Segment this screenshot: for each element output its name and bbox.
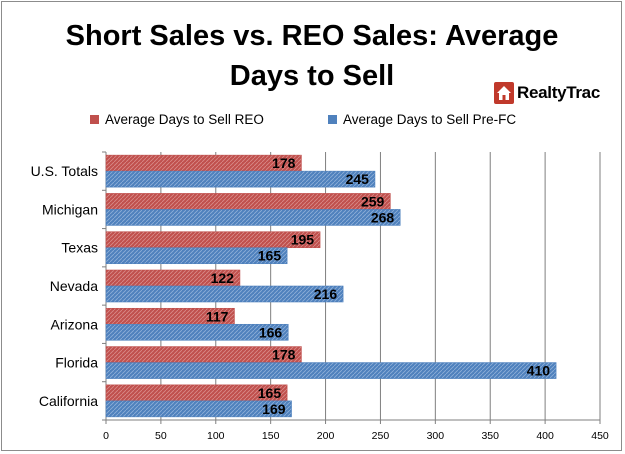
labels-layer: 0 50 100 150 200 250 300 350 400 450 U.S. Totals 17… — [31, 155, 609, 442]
house-icon — [494, 82, 514, 104]
category-label: Arizona — [51, 316, 99, 332]
bar-prefc — [105, 400, 292, 418]
x-tick-label: 450 — [591, 430, 609, 442]
x-tick-label: 200 — [317, 430, 335, 442]
data-label-reo: 122 — [211, 270, 235, 286]
data-label-prefc: 410 — [527, 363, 551, 379]
chart-title-line-2: Days to Sell — [229, 60, 395, 92]
x-tick-label: 0 — [103, 430, 109, 442]
x-tick-label: 400 — [536, 430, 554, 442]
data-label-prefc: 165 — [258, 248, 282, 264]
data-label-prefc: 216 — [314, 286, 338, 302]
legend-label-prefc: Average Days to Sell Pre-FC — [343, 112, 517, 127]
data-label-reo: 259 — [361, 193, 385, 209]
data-label-reo: 165 — [258, 385, 282, 401]
legend-item-reo: Average Days to Sell REO — [90, 112, 264, 127]
bars-layer — [105, 154, 557, 418]
legend-label-reo: Average Days to Sell REO — [105, 112, 264, 127]
data-label-reo: 117 — [206, 308, 229, 324]
chart-title: Short Sales vs. REO Sales: Average Days t… — [42, 16, 582, 96]
logo-text: RealtyTrac — [517, 83, 600, 102]
category-label: Michigan — [42, 201, 98, 217]
bar-prefc — [105, 285, 344, 303]
x-tick-label: 100 — [207, 430, 225, 442]
legend-item-prefc: Average Days to Sell Pre-FC — [328, 112, 516, 127]
category-label: Nevada — [50, 278, 98, 294]
bar-reo — [105, 193, 391, 210]
x-tick-label: 350 — [481, 430, 499, 442]
data-label-prefc: 166 — [259, 324, 283, 340]
x-tick-label: 150 — [262, 430, 280, 442]
category-label: Texas — [61, 240, 98, 256]
bar-prefc — [105, 170, 376, 188]
bar-reo — [105, 231, 321, 249]
data-label-reo: 195 — [291, 232, 315, 248]
category-label: California — [39, 393, 98, 409]
data-label-reo: 178 — [272, 347, 296, 363]
category-label: Florida — [55, 355, 98, 371]
data-label-reo: 178 — [272, 155, 296, 171]
data-label-prefc: 268 — [371, 209, 395, 225]
x-tick-label: 50 — [155, 430, 167, 442]
data-label-prefc: 245 — [346, 171, 370, 187]
bar-prefc — [105, 362, 557, 379]
legend-swatch-prefc — [328, 115, 337, 124]
bar-prefc — [105, 323, 289, 341]
x-tick-label: 250 — [372, 430, 390, 442]
legend-swatch-reo — [90, 115, 99, 124]
realtytrac-logo: RealtyTrac — [494, 81, 600, 105]
chart-title-line-1: Short Sales vs. REO Sales: Average — [65, 20, 559, 52]
bar-prefc — [105, 247, 288, 265]
bar-prefc — [105, 209, 401, 226]
category-label: U.S. Totals — [31, 163, 98, 179]
data-label-prefc: 169 — [262, 401, 286, 417]
legend: Average Days to Sell REO Average Days to… — [2, 112, 623, 132]
x-tick-label: 300 — [427, 430, 445, 442]
